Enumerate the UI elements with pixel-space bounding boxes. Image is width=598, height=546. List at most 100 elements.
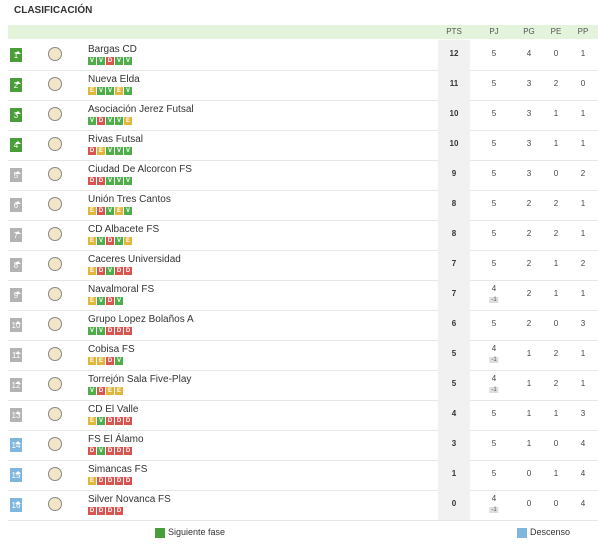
form-badge: E xyxy=(115,207,123,215)
stat-pj: 5 xyxy=(491,259,497,268)
pts-column xyxy=(438,280,470,310)
stat-pp: 1 xyxy=(580,379,586,388)
form-badge: V xyxy=(124,87,132,95)
stat-pe: 0 xyxy=(553,49,559,58)
pts-column xyxy=(438,100,470,130)
form-badge: V xyxy=(115,177,123,185)
team-name: Torrejón Sala Five-Play xyxy=(88,374,192,385)
stat-pj: 4 xyxy=(491,344,497,353)
pj-adjustment: -1 xyxy=(489,357,499,363)
position-badge: 5 xyxy=(10,168,22,182)
team-row: 14 FS El Álamo D V D D D 3 5 1 0 4 xyxy=(8,430,598,461)
column-header: PE xyxy=(550,27,562,36)
pts-column xyxy=(438,190,470,220)
form-badge: D xyxy=(106,477,114,485)
form-badge: V xyxy=(106,267,114,275)
stat-pp: 1 xyxy=(580,289,586,298)
stat-pj: 5 xyxy=(491,169,497,178)
team-name: Unión Tres Cantos xyxy=(88,194,171,205)
form-badge: D xyxy=(88,507,96,515)
form-badge: V xyxy=(97,297,105,305)
team-logo xyxy=(48,137,62,151)
stat-pe: 2 xyxy=(553,349,559,358)
form-badge: V xyxy=(115,237,123,245)
form-badge: V xyxy=(88,327,96,335)
pts-column xyxy=(438,130,470,160)
stat-pp: 1 xyxy=(580,49,586,58)
stat-pp: 1 xyxy=(580,199,586,208)
team-logo xyxy=(48,107,62,121)
team-logo xyxy=(48,47,62,61)
form-badge: V xyxy=(97,87,105,95)
legend-item: Descenso xyxy=(517,527,570,538)
team-logo xyxy=(48,257,62,271)
form-badge: E xyxy=(124,117,132,125)
team-row: 13 CD El Valle E V D D D 4 5 1 1 3 xyxy=(8,400,598,431)
form-badge: E xyxy=(88,87,96,95)
form-badge: E xyxy=(88,417,96,425)
stat-pg: 1 xyxy=(526,349,532,358)
pts-column xyxy=(438,220,470,250)
trend-arrow xyxy=(15,51,21,54)
stat-pj: 5 xyxy=(491,79,497,88)
position-badge: 2 xyxy=(10,78,22,92)
stat-pg: 3 xyxy=(526,79,532,88)
form-badge: V xyxy=(88,117,96,125)
legend-item: Siguiente fase xyxy=(155,527,225,538)
position-badge: 6 xyxy=(10,198,22,212)
stat-pp: 3 xyxy=(580,409,586,418)
team-name: Simancas FS xyxy=(88,464,148,475)
team-row: 6 Unión Tres Cantos E D V E V 8 5 2 2 1 xyxy=(8,190,598,221)
form-badge: V xyxy=(115,57,123,65)
team-name: Nueva Elda xyxy=(88,74,140,85)
form-badge: E xyxy=(97,147,105,155)
pts-column xyxy=(438,430,470,460)
stat-pts: 0 xyxy=(451,499,457,508)
form-badge: D xyxy=(106,57,114,65)
trend-arrow xyxy=(15,261,21,264)
pj-adjustment: -1 xyxy=(489,297,499,303)
team-name: Cobisa FS xyxy=(88,344,135,355)
stat-pts: 5 xyxy=(451,349,457,358)
position-badge: 14 xyxy=(10,438,22,452)
team-logo xyxy=(48,167,62,181)
trend-arrow xyxy=(15,501,21,504)
team-name: Navalmoral FS xyxy=(88,284,155,295)
position-badge: 13 xyxy=(10,408,22,422)
team-row: 8 Caceres Universidad E D V D D 7 5 2 1 2 xyxy=(8,250,598,281)
stat-pg: 1 xyxy=(526,379,532,388)
form-badge: D xyxy=(97,267,105,275)
column-header: PTS xyxy=(446,27,462,36)
stat-pts: 8 xyxy=(451,229,457,238)
stat-pe: 0 xyxy=(553,439,559,448)
stat-pe: 0 xyxy=(553,169,559,178)
stat-pg: 0 xyxy=(526,499,532,508)
team-row: 5 Ciudad De Alcorcon FS D D V V V 9 5 3 0 2 xyxy=(8,160,598,191)
stat-pp: 1 xyxy=(580,139,586,148)
position-badge: 7 xyxy=(10,228,22,242)
team-name: Ciudad De Alcorcon FS xyxy=(88,164,192,175)
stat-pg: 2 xyxy=(526,259,532,268)
stat-pp: 4 xyxy=(580,439,586,448)
form-badge: D xyxy=(124,477,132,485)
trend-arrow xyxy=(15,171,21,174)
position-badge: 12 xyxy=(10,378,22,392)
form-badge: V xyxy=(115,357,123,365)
team-logo xyxy=(48,407,62,421)
team-row: 2 Nueva Elda E V V E V 11 5 3 2 0 xyxy=(8,70,598,101)
pts-column xyxy=(438,460,470,490)
form-badge: E xyxy=(106,387,114,395)
stat-pp: 1 xyxy=(580,349,586,358)
form-badge: E xyxy=(97,357,105,365)
form-badge: E xyxy=(88,267,96,275)
form-badge: D xyxy=(106,297,114,305)
form-badge: E xyxy=(88,357,96,365)
position-badge: 11 xyxy=(10,348,22,362)
